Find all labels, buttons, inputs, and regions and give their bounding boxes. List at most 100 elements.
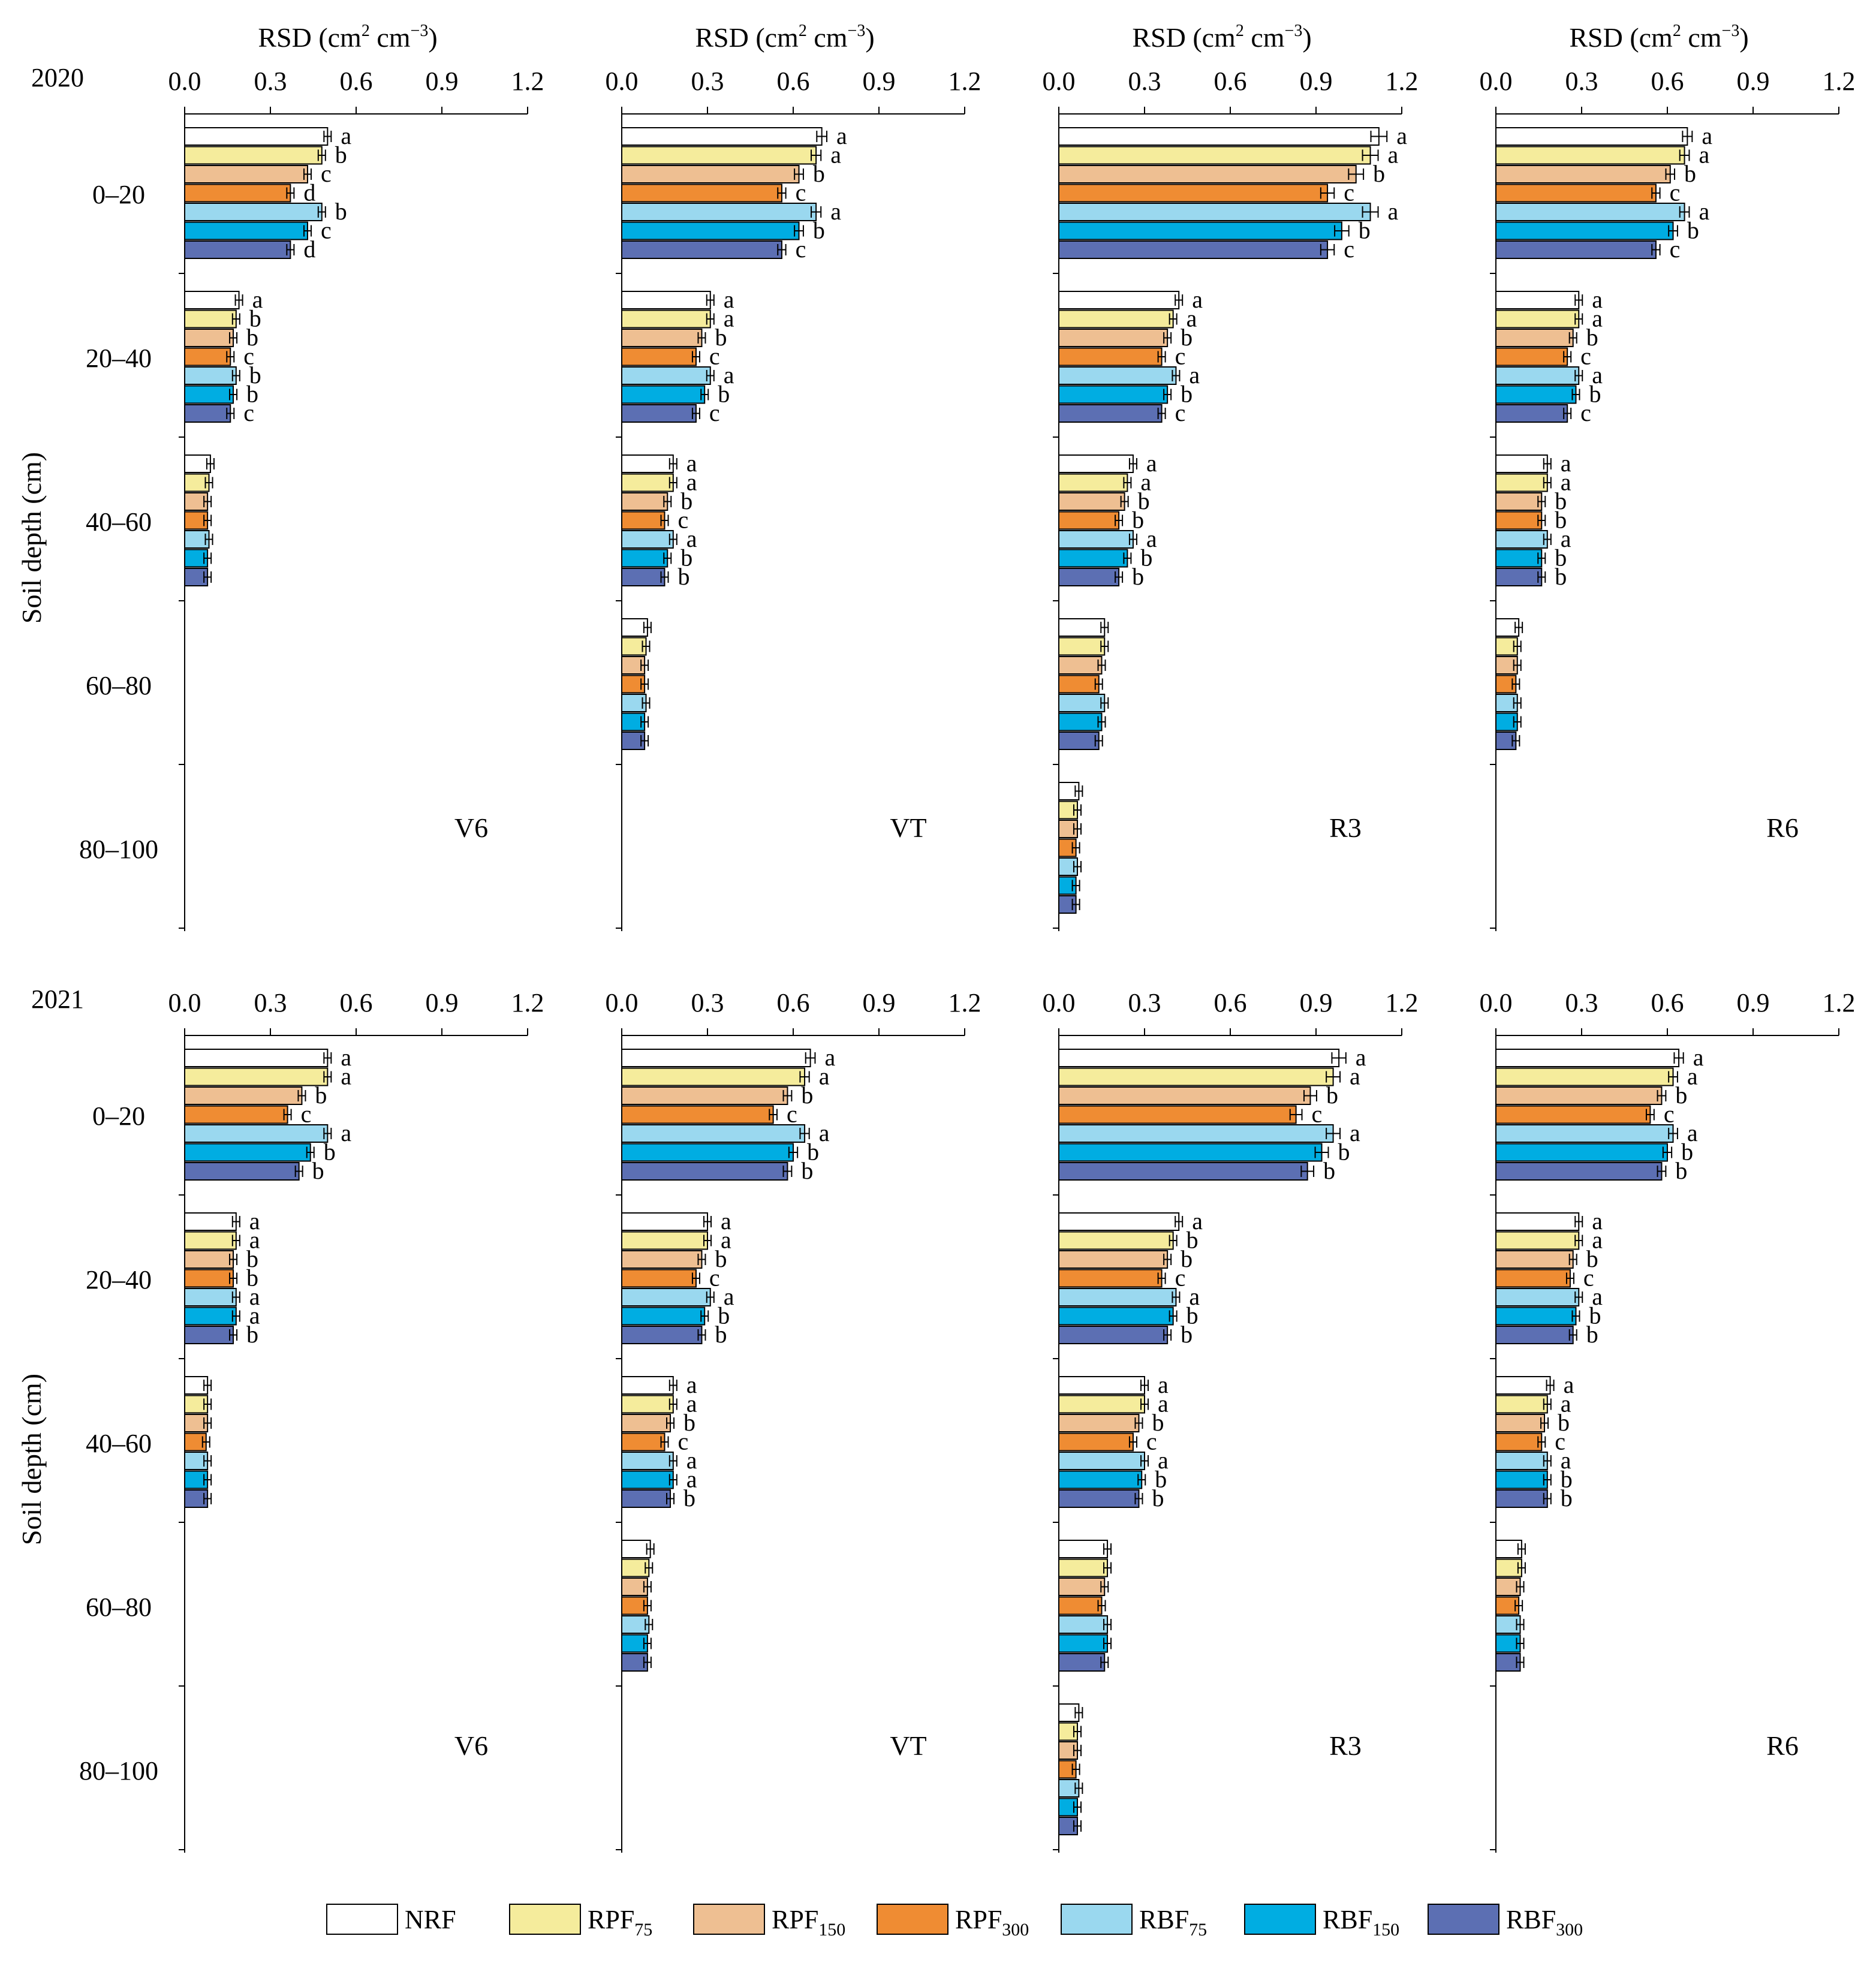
- bar-RBF300: [1058, 1326, 1169, 1344]
- bar-RPF300: [1058, 183, 1329, 203]
- bar-RPF75: [1058, 1067, 1334, 1086]
- significance-letter: c: [1580, 399, 1591, 426]
- year-label-2021: 2021: [31, 985, 84, 1014]
- significance-letter: a: [1561, 1390, 1571, 1417]
- x-tick-label: 1.2: [1386, 988, 1419, 1017]
- bar-RPF75: [184, 309, 237, 329]
- significance-letter: b: [249, 362, 261, 389]
- significance-letter: c: [678, 1428, 689, 1455]
- significance-letter: b: [1326, 1082, 1338, 1109]
- significance-letter: b: [1681, 1139, 1693, 1166]
- x-tick-label: 0.9: [1737, 67, 1770, 96]
- bar-RPF300: [1495, 1105, 1651, 1124]
- legend-swatch: [877, 1904, 948, 1935]
- significance-letter: b: [1187, 1302, 1199, 1329]
- significance-letter: b: [335, 198, 347, 225]
- bar-RPF300: [1495, 183, 1657, 203]
- bar-RBF300: [184, 240, 291, 259]
- bar-RPF75: [621, 473, 674, 492]
- significance-letter: b: [801, 1082, 813, 1109]
- significance-letter: a: [830, 198, 841, 225]
- significance-letter: a: [1687, 1063, 1698, 1090]
- significance-letter: a: [724, 286, 734, 313]
- significance-letter: b: [1187, 1227, 1199, 1254]
- legend-label-sub: 300: [1002, 1920, 1029, 1940]
- bar-RBF150: [184, 385, 234, 404]
- bar-RBF300: [621, 1489, 671, 1508]
- x-tick-label: 0.3: [691, 67, 724, 96]
- x-tick-label: 0.6: [340, 988, 373, 1017]
- significance-letter: c: [1344, 236, 1354, 263]
- bar-RBF150: [184, 1470, 209, 1489]
- significance-letter: b: [1586, 1321, 1598, 1348]
- significance-letter: a: [1187, 305, 1197, 332]
- x-tick-label: 1.2: [948, 67, 981, 96]
- significance-letter: b: [1558, 1409, 1570, 1436]
- legend-label: RBF75: [1139, 1905, 1207, 1940]
- depth-group-60–80: [621, 618, 652, 750]
- bar-RPF300: [1495, 511, 1543, 530]
- significance-letter: b: [680, 544, 692, 571]
- bar-RPF75: [184, 1231, 237, 1250]
- bar-NRF: [1058, 1049, 1340, 1067]
- significance-letter: c: [709, 1265, 720, 1291]
- x-tick-label: 0.0: [606, 988, 639, 1017]
- bar-RBF75: [1058, 1452, 1145, 1470]
- bar-RBF75: [184, 366, 237, 385]
- bar-RBF150: [621, 1306, 706, 1326]
- bar-RBF75: [1495, 203, 1685, 221]
- significance-letter: a: [1350, 1119, 1360, 1146]
- bar-RBF75: [621, 1124, 806, 1143]
- bar-NRF: [621, 1049, 811, 1067]
- legend-label: RPF150: [772, 1905, 845, 1940]
- bar-RPF300: [1495, 1269, 1571, 1288]
- bar-RPF150: [1058, 656, 1103, 675]
- significance-letter: a: [1146, 450, 1157, 477]
- legend-label: RPF75: [588, 1905, 652, 1940]
- bar-RPF300: [184, 347, 231, 366]
- legend-item-RBF75: RBF75: [1061, 1904, 1207, 1940]
- significance-letter: b: [1338, 1139, 1350, 1166]
- significance-letter: b: [801, 1157, 813, 1184]
- significance-letter: b: [1140, 544, 1152, 571]
- significance-letter: b: [807, 1139, 819, 1166]
- significance-letter: a: [721, 1208, 731, 1235]
- legend-item-RBF150: RBF150: [1244, 1904, 1399, 1940]
- bar-RBF75: [621, 366, 711, 385]
- bar-NRF: [1495, 454, 1548, 473]
- significance-letter: b: [1561, 1485, 1573, 1512]
- significance-letter: b: [1555, 507, 1567, 534]
- depth-group-60–80: [1058, 618, 1109, 750]
- legend-label: RBF300: [1506, 1905, 1583, 1940]
- significance-letter: a: [1388, 141, 1399, 168]
- legend-item-RPF300: RPF300: [877, 1904, 1029, 1940]
- bar-NRF: [1058, 454, 1134, 473]
- significance-letter: a: [1146, 525, 1157, 552]
- bar-NRF: [1495, 1212, 1580, 1231]
- significance-letter: c: [1344, 179, 1354, 206]
- bar-NRF: [1058, 782, 1080, 800]
- bar-RPF300: [1058, 675, 1100, 694]
- significance-letter: b: [246, 1321, 258, 1348]
- significance-letter: b: [1555, 544, 1567, 571]
- bar-RBF75: [184, 1288, 237, 1306]
- significance-letter: a: [724, 362, 734, 389]
- legend-item-NRF: NRF: [326, 1904, 456, 1935]
- x-axis-title-sup: −3: [1722, 22, 1740, 40]
- bar-RBF75: [621, 203, 817, 221]
- bar-RPF300: [1058, 1269, 1163, 1288]
- significance-letter: a: [1192, 286, 1203, 313]
- significance-letter: c: [1175, 343, 1186, 370]
- x-axis-title-mid: cm: [1681, 22, 1722, 53]
- bar-RPF300: [1495, 347, 1568, 366]
- bar-RPF75: [184, 1067, 329, 1086]
- bar-NRF: [1495, 291, 1580, 309]
